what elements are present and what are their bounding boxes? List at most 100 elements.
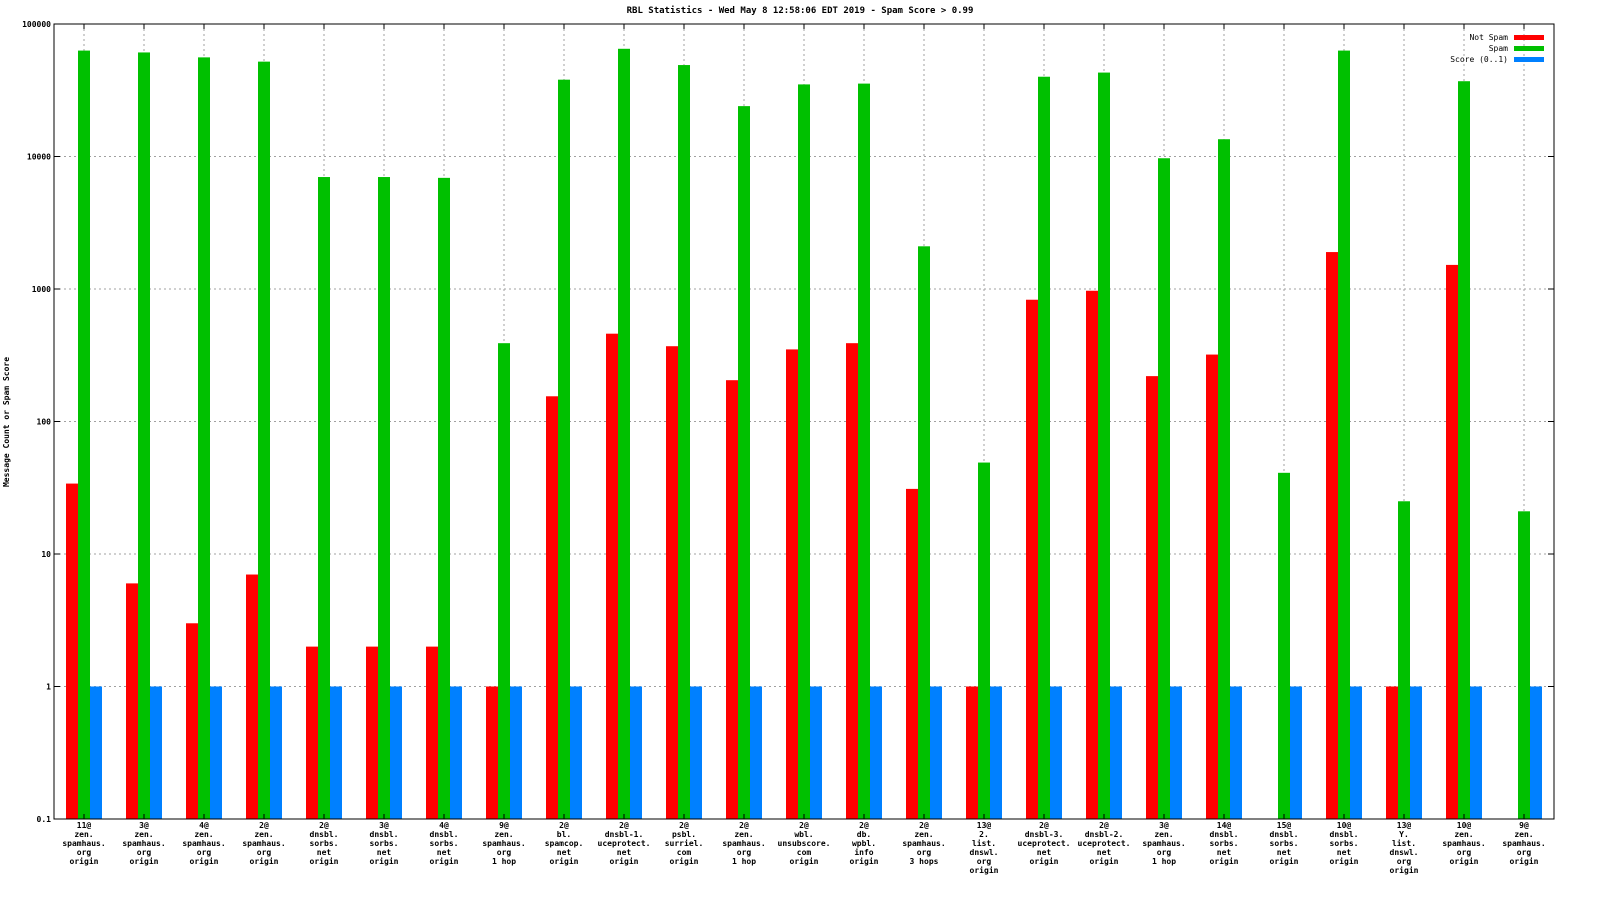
x-tick-label: origin — [670, 856, 699, 866]
bar-not-spam — [126, 583, 138, 819]
bar-score — [210, 686, 222, 819]
x-tick-label: 2@ — [619, 821, 629, 830]
x-tick-label: zen. — [1154, 830, 1173, 839]
labels-layer: 0.111010010001000010000011@zen.spamhaus.… — [22, 20, 1546, 875]
x-tick-label: origin — [370, 856, 399, 866]
y-tick-label: 100000 — [22, 20, 51, 29]
x-tick-label: org — [1157, 848, 1172, 857]
x-tick-label: net — [1217, 848, 1232, 857]
bar-not-spam — [846, 343, 858, 819]
bar-not-spam — [1326, 252, 1338, 819]
x-tick-label: net — [1337, 848, 1352, 857]
x-tick-label: 2@ — [859, 821, 869, 830]
bar-spam — [318, 177, 330, 819]
bar-spam — [1458, 81, 1470, 820]
bar-score — [330, 686, 342, 819]
x-tick-label: 2@ — [259, 821, 269, 830]
x-tick-label: 2@ — [1039, 821, 1049, 830]
bar-score — [1230, 686, 1242, 819]
x-tick-label: 10@ — [1337, 821, 1352, 830]
x-tick-label: zen. — [134, 830, 153, 839]
bar-score — [1050, 686, 1062, 819]
x-tick-label: 2@ — [559, 821, 569, 830]
bar-score — [810, 686, 822, 819]
bar-spam — [138, 52, 150, 820]
bar-spam — [1338, 50, 1350, 819]
axes-layer — [53, 23, 1555, 820]
x-tick-label: origin — [1390, 865, 1419, 875]
x-tick-label: org — [1457, 848, 1472, 857]
x-tick-label: sorbs. — [1330, 839, 1359, 848]
x-tick-label: wpbl. — [852, 839, 876, 848]
x-tick-label: origin — [70, 856, 99, 866]
bar-spam — [1278, 472, 1290, 819]
bar-score — [750, 686, 762, 819]
bar-not-spam — [1026, 299, 1038, 819]
legend-label: Score (0..1) — [1450, 55, 1508, 64]
x-tick-label: origin — [430, 856, 459, 866]
bar-not-spam — [486, 686, 498, 819]
x-tick-label: 11@ — [77, 821, 92, 830]
bar-spam — [438, 177, 450, 820]
bar-spam — [858, 83, 870, 820]
x-tick-label: sorbs. — [310, 839, 339, 848]
legend-label: Spam — [1489, 44, 1508, 53]
x-tick-label: 2@ — [739, 821, 749, 830]
legend-label: Not Spam — [1469, 33, 1508, 42]
bar-not-spam — [246, 574, 258, 819]
x-tick-label: psbl. — [672, 830, 696, 839]
x-tick-label: spamcop. — [545, 839, 584, 848]
legend: Not Spam Spam Score (0..1) — [1450, 33, 1544, 64]
x-tick-label: 1 hop — [1152, 857, 1176, 866]
x-tick-label: 13@ — [977, 821, 992, 830]
bar-spam — [1218, 139, 1230, 819]
x-tick-label: 10@ — [1457, 821, 1472, 830]
x-tick-label: 9@ — [1519, 821, 1529, 830]
x-tick-label: sorbs. — [430, 839, 459, 848]
x-tick-label: 2. — [979, 830, 989, 839]
x-tick-label: dnswl. — [970, 848, 999, 857]
x-tick-label: org — [77, 848, 92, 857]
x-tick-label: origin — [850, 856, 879, 866]
x-tick-label: origin — [610, 856, 639, 866]
x-tick-label: origin — [1210, 856, 1239, 866]
bar-not-spam — [726, 380, 738, 819]
x-tick-label: net — [437, 848, 452, 857]
x-tick-label: org — [737, 848, 752, 857]
bar-score — [1530, 686, 1542, 819]
x-tick-label: surriel. — [665, 838, 704, 848]
x-tick-label: 2@ — [799, 821, 809, 830]
x-tick-label: 4@ — [439, 821, 449, 830]
x-tick-label: bl. — [557, 830, 571, 839]
bars-layer — [66, 48, 1542, 820]
x-tick-label: uceprotect. — [598, 839, 651, 848]
x-tick-label: unsubscore. — [778, 839, 831, 848]
x-tick-label: com — [677, 848, 692, 857]
bar-not-spam — [1206, 354, 1218, 819]
bar-score — [870, 686, 882, 819]
bar-not-spam — [666, 346, 678, 819]
x-tick-label: origin — [1030, 856, 1059, 866]
x-tick-label: net — [1037, 848, 1052, 857]
bar-score — [90, 686, 102, 819]
bar-score — [570, 686, 582, 819]
bar-score — [1170, 686, 1182, 819]
x-tick-label: org — [497, 848, 512, 857]
bar-score — [390, 686, 402, 819]
bar-not-spam — [546, 396, 558, 819]
bar-not-spam — [66, 483, 78, 819]
x-tick-label: origin — [130, 856, 159, 866]
y-tick-label: 1000 — [32, 285, 51, 294]
bar-score — [930, 686, 942, 819]
x-tick-label: 2@ — [319, 821, 329, 830]
x-tick-label: spamhaus. — [1442, 839, 1485, 848]
bar-not-spam — [906, 488, 918, 819]
bar-not-spam — [606, 333, 618, 819]
bar-spam — [378, 177, 390, 819]
x-tick-label: 1 hop — [732, 857, 756, 866]
x-tick-label: org — [137, 848, 152, 857]
y-tick-label: 0.1 — [37, 815, 52, 824]
x-tick-label: zen. — [254, 830, 273, 839]
bar-score — [1110, 686, 1122, 819]
